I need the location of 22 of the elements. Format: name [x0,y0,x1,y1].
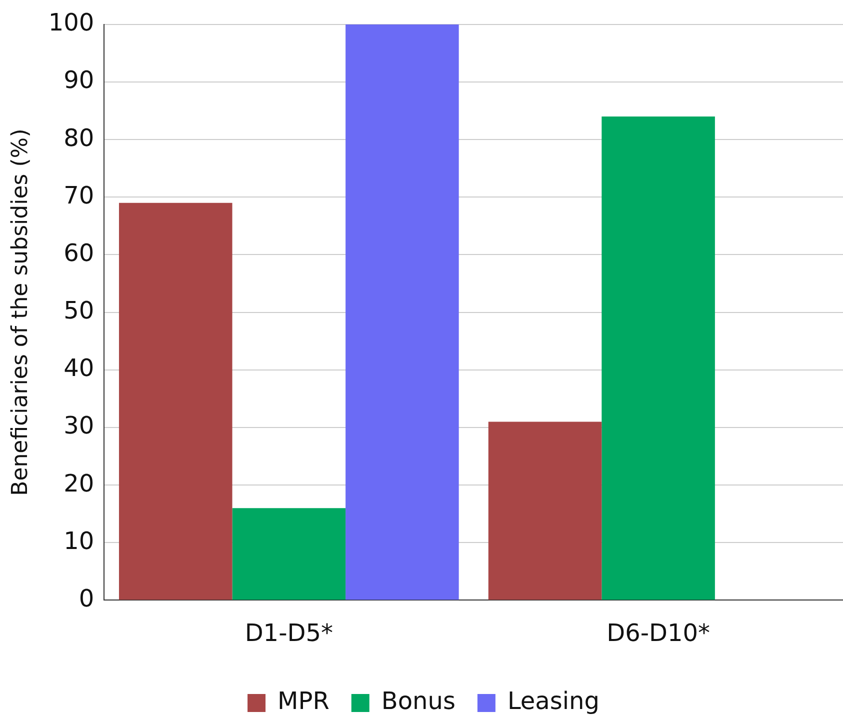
legend-label: MPR [278,687,330,716]
x-tick-label: D6-D10* [606,618,710,647]
bar [346,24,459,600]
y-tick-label: 60 [64,238,94,267]
y-tick-label: 90 [64,66,94,94]
y-tick-label: 40 [64,354,94,382]
y-axis-title: Beneficiaries of the subsidies (%) [8,128,33,496]
bar [118,202,232,600]
y-tick-label: 10 [64,526,94,555]
y-tick-label: 0 [78,584,94,612]
y-tick-label: 50 [64,296,94,325]
legend-label: Bonus [381,687,456,716]
bar [232,508,346,600]
y-tick-label: 80 [64,124,94,152]
y-tick-label: 70 [64,181,94,210]
y-tick-label: 20 [64,469,94,498]
legend-label: Leasing [507,687,600,716]
y-tick-label: 100 [48,8,94,37]
bar [488,422,602,600]
y-tick-label: 30 [64,412,94,440]
bar [602,116,715,600]
x-tick-label: D1-D5* [244,618,333,647]
